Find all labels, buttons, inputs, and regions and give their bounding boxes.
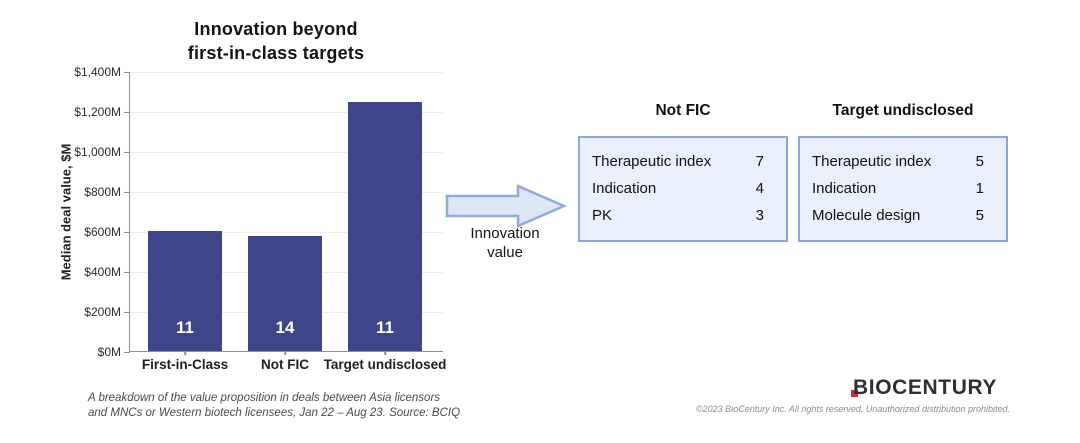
source-caption-line2: and MNCs or Western biotech licensees, J… (88, 406, 461, 419)
y-tick-mark (124, 231, 130, 233)
y-tick-label: $200M (84, 305, 121, 319)
biocentury-logo: BIOCENTURY (851, 376, 998, 402)
gridline (130, 152, 443, 153)
x-tick-mark (184, 351, 186, 355)
table-row: Molecule design 5 (812, 202, 994, 229)
y-tick-label: $1,200M (74, 105, 121, 119)
row-value: 4 (755, 180, 764, 197)
source-caption: A breakdown of the value proposition in … (88, 391, 460, 420)
bar-count-label: 11 (176, 318, 194, 337)
gridline (130, 232, 443, 233)
row-value: 1 (975, 180, 984, 197)
x-tick-label: Target undisclosed (323, 357, 447, 372)
gridline (130, 112, 443, 113)
table-row: Indication 4 (592, 175, 774, 202)
table-target-undisclosed: Therapeutic index 5 Indication 1 Molecul… (798, 136, 1008, 242)
y-tick-mark (124, 351, 130, 353)
table-row: Therapeutic index 7 (592, 148, 774, 175)
y-tick-mark (124, 151, 130, 153)
bar: 14 (248, 236, 322, 351)
table-row: Therapeutic index 5 (812, 148, 994, 175)
y-tick-mark (124, 111, 130, 113)
row-label: Molecule design (812, 207, 921, 224)
plot-area: $0M $200M $400M $600M $800M $1,000M $1,200M $1,… (74, 65, 446, 372)
row-value: 7 (755, 153, 764, 170)
arrow-label-line2: value (487, 244, 523, 261)
table-row: Indication 1 (812, 175, 994, 202)
logo-red-square-icon (851, 390, 858, 397)
arrow-label: Innovation value (443, 224, 567, 262)
table-title-target-undisclosed: Target undisclosed (832, 102, 974, 119)
arrow-label-line1: Innovation (470, 225, 540, 242)
x-tick-label: First-in-Class (141, 357, 229, 372)
chart-title-line1: Innovation beyond (194, 19, 358, 39)
chart-title-line2: first-in-class targets (187, 43, 365, 63)
table-title-not-fic: Not FIC (655, 102, 711, 119)
x-tick-mark (384, 351, 386, 355)
y-tick-label: $800M (84, 185, 121, 199)
y-tick-label: $1,000M (74, 145, 121, 159)
y-tick-label: $600M (84, 225, 121, 239)
y-tick-label: $1,400M (74, 65, 121, 79)
row-label: Therapeutic index (812, 153, 932, 170)
row-value: 5 (975, 153, 984, 170)
copyright-text: ©2023 BioCentury Inc. All rights reserve… (696, 404, 1010, 414)
bar: 11 (348, 102, 422, 351)
table-row: PK 3 (592, 202, 774, 229)
y-tick-mark (124, 271, 130, 273)
bar: 11 (148, 231, 222, 351)
y-tick-label: $400M (84, 265, 121, 279)
table-not-fic: Therapeutic index 7 Indication 4 PK 3 (578, 136, 788, 242)
gridline (130, 72, 443, 73)
gridline (130, 192, 443, 193)
source-caption-line1: A breakdown of the value proposition in … (88, 392, 441, 404)
y-tick-mark (124, 191, 130, 193)
y-tick-mark (124, 71, 130, 73)
x-tick-label: Not FIC (261, 357, 309, 372)
row-value: 5 (975, 207, 984, 224)
bar-count-label: 11 (376, 318, 394, 337)
logo-text: BIOCENTURY (853, 376, 998, 399)
y-tick-mark (124, 311, 130, 313)
row-label: Indication (812, 180, 877, 197)
row-label: PK (592, 207, 613, 224)
y-tick-label: $0M (97, 345, 121, 359)
x-tick-mark (284, 351, 286, 355)
bar-count-label: 14 (275, 318, 295, 337)
y-axis-title: Median deal value, $M (58, 143, 74, 281)
row-label: Therapeutic index (592, 153, 712, 170)
right-arrow-icon (445, 184, 568, 228)
row-value: 3 (755, 207, 764, 224)
chart-title: Innovation beyond first-in-class targets (116, 17, 436, 65)
row-label: Indication (592, 180, 657, 197)
